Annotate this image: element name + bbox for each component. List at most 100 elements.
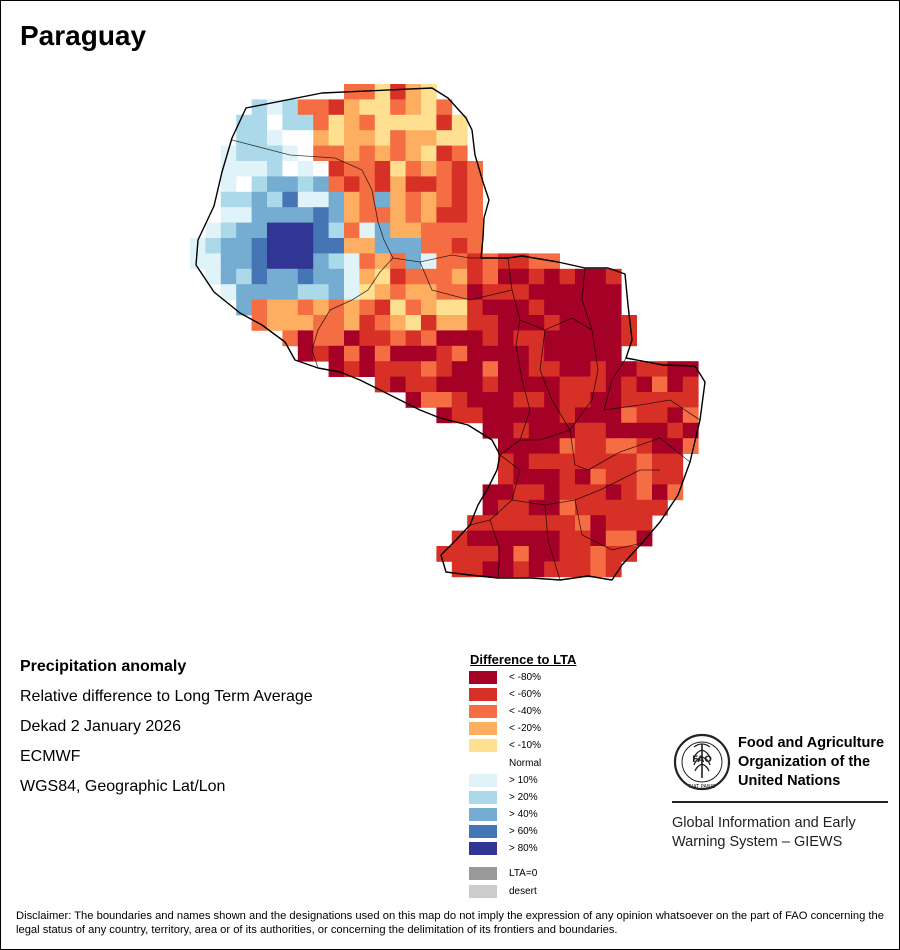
- anomaly-cell: [575, 422, 591, 439]
- anomaly-cell: [297, 284, 314, 300]
- anomaly-cell: [498, 499, 514, 516]
- anomaly-cell: [482, 253, 499, 270]
- anomaly-cell: [359, 345, 376, 362]
- anomaly-cell: [344, 315, 360, 331]
- anomaly-cell: [528, 530, 545, 547]
- anomaly-cell: [328, 315, 345, 331]
- anomaly-cell: [482, 484, 499, 501]
- anomaly-cell: [590, 499, 607, 516]
- anomaly-cell: [220, 191, 237, 208]
- anomaly-cell: [374, 284, 391, 300]
- anomaly-cell: [282, 268, 299, 285]
- anomaly-cell: [328, 345, 345, 362]
- info-heading: Precipitation anomaly: [20, 658, 187, 675]
- anomaly-cell: [652, 422, 668, 439]
- anomaly-cell: [667, 361, 684, 377]
- anomaly-cell: [390, 238, 406, 254]
- anomaly-cell: [421, 361, 437, 377]
- anomaly-cell: [220, 284, 237, 300]
- anomaly-cell: [282, 176, 299, 193]
- anomaly-cell: [621, 392, 637, 408]
- anomaly-cell: [636, 361, 653, 377]
- anomaly-cell: [421, 238, 437, 254]
- anomaly-cell: [544, 530, 560, 547]
- anomaly-cell: [236, 114, 252, 131]
- info-description: Relative difference to Long Term Average: [20, 688, 313, 705]
- anomaly-cell: [405, 145, 422, 162]
- anomaly-cell: [667, 407, 684, 424]
- anomaly-cell: [482, 515, 499, 531]
- anomaly-cell: [451, 191, 468, 208]
- legend-item: Normal: [469, 757, 609, 771]
- anomaly-cell: [498, 438, 514, 454]
- anomaly-cell: [390, 161, 406, 177]
- anomaly-cell: [528, 407, 545, 424]
- anomaly-cell: [328, 238, 345, 254]
- anomaly-cell: [328, 114, 345, 131]
- anomaly-cell: [605, 484, 622, 501]
- anomaly-cell: [421, 161, 437, 177]
- anomaly-cell: [636, 499, 653, 516]
- anomaly-cell: [344, 284, 360, 300]
- anomaly-cell: [636, 453, 653, 470]
- fao-logo-block: FAO FIAT PANIS Food and Agriculture Orga…: [672, 732, 888, 852]
- anomaly-cell: [251, 161, 268, 177]
- anomaly-cell: [390, 361, 406, 377]
- anomaly-cell: [359, 84, 376, 100]
- anomaly-cell: [359, 330, 376, 347]
- anomaly-cell: [451, 176, 468, 193]
- legend-item: desert: [469, 885, 609, 899]
- anomaly-cell: [482, 392, 499, 408]
- anomaly-cell: [513, 315, 530, 331]
- anomaly-cell: [267, 238, 283, 254]
- anomaly-cell: [590, 268, 607, 285]
- anomaly-cell: [328, 222, 345, 239]
- anomaly-cell: [313, 268, 329, 285]
- anomaly-cell: [467, 392, 483, 408]
- anomaly-cell: [344, 330, 360, 347]
- anomaly-cell: [467, 299, 483, 316]
- anomaly-cell: [575, 499, 591, 516]
- anomaly-cell: [621, 438, 637, 454]
- anomaly-cell: [590, 376, 607, 393]
- anomaly-cell: [621, 469, 637, 485]
- anomaly-cell: [590, 299, 607, 316]
- anomaly-cell: [590, 361, 607, 377]
- info-source: ECMWF: [20, 748, 81, 765]
- anomaly-cell: [451, 114, 468, 131]
- anomaly-cell: [513, 330, 530, 347]
- anomaly-cell: [544, 330, 560, 347]
- anomaly-cell: [605, 561, 622, 578]
- anomaly-cell: [559, 530, 576, 547]
- anomaly-cell: [590, 484, 607, 501]
- anomaly-cell: [313, 191, 329, 208]
- anomaly-cell: [544, 407, 560, 424]
- anomaly-cell: [251, 253, 268, 270]
- anomaly-cell: [451, 145, 468, 162]
- anomaly-cell: [297, 114, 314, 131]
- anomaly-cell: [374, 299, 391, 316]
- anomaly-cell: [652, 484, 668, 501]
- legend-label: LTA=0: [509, 868, 538, 879]
- legend-label: > 60%: [509, 826, 538, 837]
- anomaly-cell: [205, 238, 222, 254]
- anomaly-cell: [359, 191, 376, 208]
- anomaly-cell: [421, 345, 437, 362]
- anomaly-cell: [590, 284, 607, 300]
- anomaly-cell: [282, 299, 299, 316]
- country-boundary: [195, 87, 706, 581]
- anomaly-cell: [467, 530, 483, 547]
- anomaly-cell: [267, 130, 283, 146]
- anomaly-cell: [359, 145, 376, 162]
- anomaly-cell: [528, 515, 545, 531]
- anomaly-cell: [498, 376, 514, 393]
- anomaly-cell: [498, 330, 514, 347]
- anomaly-cell: [575, 361, 591, 377]
- anomaly-cell: [251, 222, 268, 239]
- anomaly-cell: [436, 376, 453, 393]
- anomaly-cell: [498, 484, 514, 501]
- anomaly-cell: [482, 345, 499, 362]
- anomaly-cell: [220, 253, 237, 270]
- anomaly-cell: [374, 330, 391, 347]
- anomaly-cell: [621, 499, 637, 516]
